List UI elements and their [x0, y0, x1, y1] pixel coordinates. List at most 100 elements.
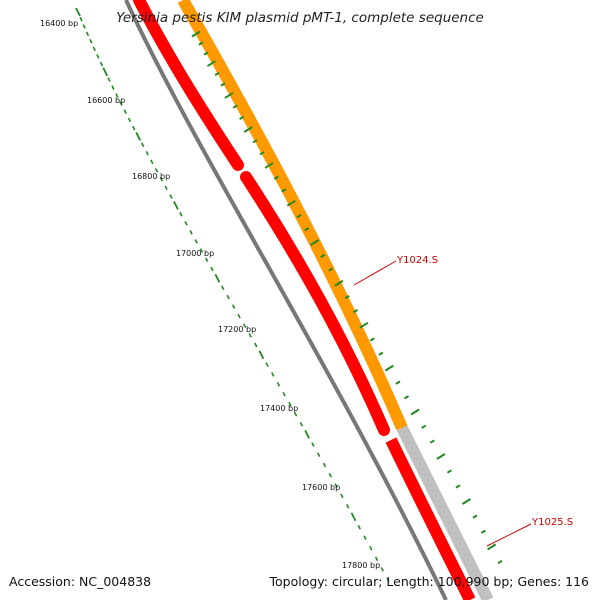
- ruler-minor-tick: [205, 257, 209, 263]
- ruler-minor-tick: [189, 230, 193, 235]
- ruler-minor-tick: [164, 185, 168, 191]
- gene-label-y1025[interactable]: Y1025.S: [531, 517, 573, 528]
- ruler-outer-tick: [429, 439, 435, 444]
- ruler-outer-tick: [455, 484, 461, 489]
- ruler-minor-tick: [127, 117, 132, 123]
- topology-summary-text: Topology: circular; Length: 100,990 bp; …: [269, 574, 590, 589]
- accession-text: Accession: NC_004838: [9, 574, 151, 589]
- ruler-outer-tick: [259, 151, 265, 156]
- map-title: Yersinia pestis KIM plasmid pMT-1, compl…: [116, 10, 484, 26]
- ruler-minor-tick: [169, 194, 173, 199]
- ruler-minor-tick: [85, 31, 90, 37]
- ruler-major-tick: [304, 429, 310, 439]
- ruler-outer-tick: [378, 351, 384, 356]
- ruler-minor-tick: [380, 567, 384, 572]
- ruler-outer-tick: [232, 104, 238, 109]
- ruler-outer-tick: [243, 126, 253, 133]
- ruler-outer-tick: [198, 41, 204, 46]
- ruler-minor-tick: [141, 142, 145, 148]
- ruler-minor-tick: [194, 239, 198, 244]
- ruler-label-16800: 16800 bp: [132, 172, 170, 181]
- ruler-minor-ticks: [75, 7, 390, 583]
- ruler-minor-tick: [340, 493, 344, 499]
- ruler-outer-tick: [497, 559, 503, 565]
- ruler-minor-tick: [346, 504, 350, 509]
- ruler-label-17000: 17000 bp: [176, 249, 214, 258]
- ruler-outer-tick: [203, 51, 209, 56]
- ruler-minor-tick: [374, 556, 379, 562]
- ruler-label-16600: 16600 bp: [87, 96, 125, 105]
- ruler-outer-tick: [410, 408, 420, 416]
- ruler-major-tick: [135, 132, 142, 141]
- ruler-minor-tick: [248, 333, 252, 338]
- ruler-outer-tick: [369, 337, 375, 342]
- gene-label-y1024[interactable]: Y1024.S: [396, 255, 438, 266]
- ruler-minor-tick: [210, 266, 214, 272]
- cds-feature-1[interactable]: [133, 0, 244, 171]
- ruler-minor-tick: [311, 442, 315, 447]
- ruler-outer-tick: [487, 543, 497, 551]
- cds-feature-3[interactable]: [385, 437, 476, 600]
- ruler-minor-tick: [150, 159, 154, 165]
- ruler-outer-tick: [359, 321, 369, 329]
- ruler-minor-tick: [276, 382, 281, 387]
- ruler-outer-tick: [328, 267, 334, 272]
- ruler-major-tick: [350, 512, 357, 522]
- ruler-outer-tick: [252, 139, 258, 144]
- ruler-minor-tick: [322, 462, 327, 468]
- ruler-outer-tick: [436, 453, 446, 460]
- ruler-outer-tick: [403, 395, 410, 400]
- backbone-track: [124, 0, 448, 600]
- ruler-minor-tick: [328, 472, 332, 478]
- ruler-minor-tick: [89, 39, 93, 44]
- ruler-outer-tick: [304, 227, 310, 232]
- ruler-label-17200: 17200 bp: [218, 325, 256, 334]
- ruler-minor-tick: [357, 524, 361, 530]
- ruler-minor-tick: [386, 577, 390, 583]
- cds-feature-2[interactable]: [240, 171, 390, 436]
- ruler-minor-tick: [271, 372, 275, 377]
- ruler-outer-tick: [224, 92, 234, 99]
- ruler-outer-tick: [421, 424, 427, 429]
- ruler-minor-tick: [317, 452, 321, 458]
- ruler-minor-tick: [265, 362, 269, 367]
- ruler-minor-tick: [154, 168, 159, 173]
- ruler-outer-tick: [286, 199, 296, 207]
- gene-leader-line-y1024: [353, 260, 397, 286]
- ruler-minor-tick: [82, 24, 86, 29]
- ruler-minor-tick: [115, 93, 119, 98]
- ruler-minor-tick: [334, 483, 338, 488]
- ruler-minor-tick: [199, 248, 204, 253]
- ruler-minor-tick: [221, 285, 225, 290]
- ruler-label-17800: 17800 bp: [342, 561, 380, 570]
- ruler-outer-tick: [281, 188, 287, 193]
- orf-feature-grey[interactable]: [396, 425, 494, 600]
- ruler-minor-tick: [123, 109, 127, 114]
- ruler-outer-tick: [220, 82, 226, 87]
- ruler-label-17600: 17600 bp: [302, 483, 340, 492]
- ruler-major-tick: [173, 200, 179, 210]
- ruler-outer-tick: [296, 214, 302, 219]
- ruler-outer-tick: [384, 364, 394, 372]
- ruler-major-tick: [214, 273, 221, 283]
- ruler-minor-tick: [145, 150, 149, 156]
- ruler-minor-tick: [119, 101, 123, 106]
- ruler-outer-tick: [320, 253, 326, 258]
- ruler-outer-tick: [191, 30, 201, 38]
- ruler-outer-tick: [239, 115, 245, 120]
- ruler-minor-tick: [282, 391, 286, 397]
- ruler-minor-tick: [226, 294, 230, 300]
- ruler-label-16400: 16400 bp: [40, 19, 78, 28]
- ruler-outer-tick: [344, 295, 350, 300]
- ruler-outer-tick: [214, 71, 220, 77]
- ruler-minor-tick: [237, 313, 241, 319]
- ruler-outer-tick: [395, 380, 401, 385]
- ruler-outer-tick: [446, 469, 452, 474]
- ruler-major-tick: [75, 7, 81, 17]
- ruler-minor-tick: [231, 304, 236, 309]
- ruler-major-tick: [102, 67, 109, 77]
- ruler-minor-tick: [254, 342, 258, 348]
- orf-feature-orange[interactable]: [177, 0, 408, 431]
- ruler-outer-tick: [334, 279, 344, 287]
- ruler-minor-tick: [363, 535, 367, 540]
